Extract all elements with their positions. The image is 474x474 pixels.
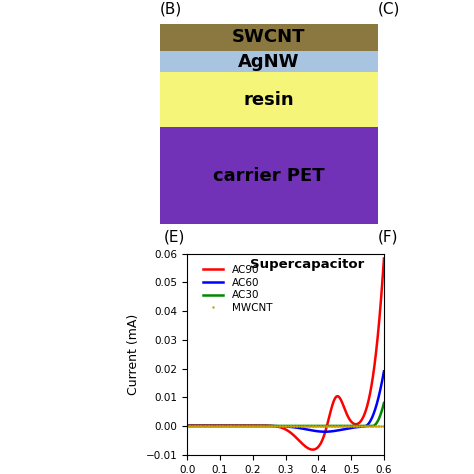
Text: AgNW: AgNW bbox=[238, 53, 300, 71]
AC90 bbox=[271, 423, 277, 429]
AC30 bbox=[381, 400, 387, 406]
AC30 bbox=[341, 423, 347, 429]
Text: carrier PET: carrier PET bbox=[213, 166, 325, 184]
AC60 bbox=[322, 429, 328, 435]
Text: Supercapacitor: Supercapacitor bbox=[250, 258, 365, 271]
AC90 bbox=[381, 255, 387, 261]
AC30 bbox=[264, 423, 270, 429]
Text: resin: resin bbox=[244, 91, 294, 109]
MWCNT bbox=[381, 423, 387, 428]
MWCNT bbox=[319, 423, 325, 428]
MWCNT bbox=[338, 423, 344, 428]
AC90 bbox=[310, 447, 316, 453]
Text: (B): (B) bbox=[160, 1, 182, 17]
AC60 bbox=[264, 423, 270, 429]
AC90 bbox=[204, 422, 210, 428]
Text: SWCNT: SWCNT bbox=[232, 28, 306, 46]
Line: AC90: AC90 bbox=[187, 258, 384, 450]
Bar bbox=[160, 72, 378, 127]
MWCNT bbox=[204, 423, 210, 428]
Y-axis label: Current (mA): Current (mA) bbox=[127, 314, 140, 395]
AC60 bbox=[184, 423, 190, 429]
AC30 bbox=[271, 423, 277, 429]
Text: (F): (F) bbox=[378, 229, 398, 244]
Line: AC60: AC60 bbox=[187, 371, 384, 432]
AC30 bbox=[204, 423, 210, 429]
Legend: AC90, AC60, AC30, MWCNT: AC90, AC60, AC30, MWCNT bbox=[198, 261, 276, 317]
Bar bbox=[160, 127, 378, 224]
AC90 bbox=[342, 405, 347, 411]
Text: (E): (E) bbox=[164, 229, 185, 244]
MWCNT bbox=[264, 423, 270, 428]
AC60 bbox=[381, 368, 387, 374]
AC90 bbox=[264, 423, 270, 428]
AC60 bbox=[319, 429, 325, 435]
Line: AC30: AC30 bbox=[187, 403, 384, 426]
AC30 bbox=[338, 423, 344, 429]
AC60 bbox=[342, 426, 347, 432]
AC60 bbox=[204, 423, 210, 429]
AC60 bbox=[271, 423, 277, 429]
MWCNT bbox=[271, 423, 277, 428]
AC90 bbox=[338, 397, 344, 402]
Bar bbox=[160, 51, 378, 72]
AC60 bbox=[338, 427, 344, 433]
AC30 bbox=[184, 423, 190, 429]
AC90 bbox=[319, 437, 325, 443]
AC90 bbox=[184, 422, 190, 428]
MWCNT bbox=[184, 423, 190, 428]
AC30 bbox=[319, 423, 325, 429]
Text: (C): (C) bbox=[378, 1, 400, 17]
Bar bbox=[160, 24, 378, 51]
MWCNT bbox=[341, 423, 347, 428]
Line: MWCNT: MWCNT bbox=[186, 425, 385, 427]
